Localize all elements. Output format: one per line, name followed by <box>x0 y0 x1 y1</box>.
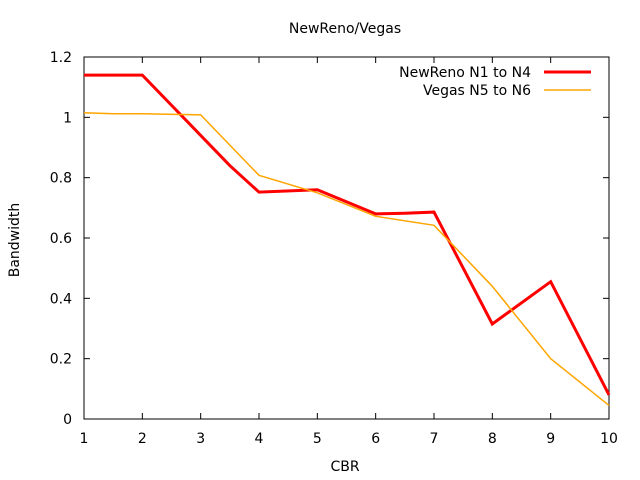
x-tick-label: 4 <box>255 431 264 447</box>
x-tick-label: 1 <box>80 431 89 447</box>
y-tick-label: 0.2 <box>50 352 72 368</box>
x-axis-ticks: 1 2 3 4 5 6 7 8 9 10 <box>80 57 618 447</box>
x-tick-label: 7 <box>430 431 439 447</box>
chart-title: NewReno/Vegas <box>289 21 401 37</box>
y-tick-label: 0 <box>63 412 72 428</box>
x-tick-label: 10 <box>600 431 618 447</box>
y-tick-label: 1.2 <box>50 50 72 66</box>
series-line-1 <box>84 73 611 396</box>
legend-label: Vegas N5 to N6 <box>423 83 531 99</box>
y-tick-label: 0.6 <box>50 231 72 247</box>
y-axis-label: Bandwidth <box>7 203 23 278</box>
legend-label: NewReno N1 to N4 <box>399 65 531 81</box>
x-axis-label: CBR <box>330 459 359 475</box>
series-lines <box>83 73 611 406</box>
x-tick-label: 2 <box>138 431 147 447</box>
x-tick-label: 9 <box>546 431 555 447</box>
x-tick-label: 3 <box>196 431 205 447</box>
y-tick-label: 1 <box>63 110 72 126</box>
plot-frame <box>83 56 610 420</box>
series-line-2 <box>83 112 610 406</box>
y-tick-label: 0.8 <box>50 171 72 187</box>
y-axis-ticks: 0 0.2 0.4 0.6 0.8 1 1.2 <box>50 50 609 428</box>
y-tick-label: 0.4 <box>50 291 72 307</box>
x-tick-label: 8 <box>488 431 497 447</box>
x-tick-label: 5 <box>313 431 322 447</box>
x-tick-label: 6 <box>371 431 380 447</box>
legend: NewReno N1 to N4 Vegas N5 to N6 <box>399 65 591 99</box>
